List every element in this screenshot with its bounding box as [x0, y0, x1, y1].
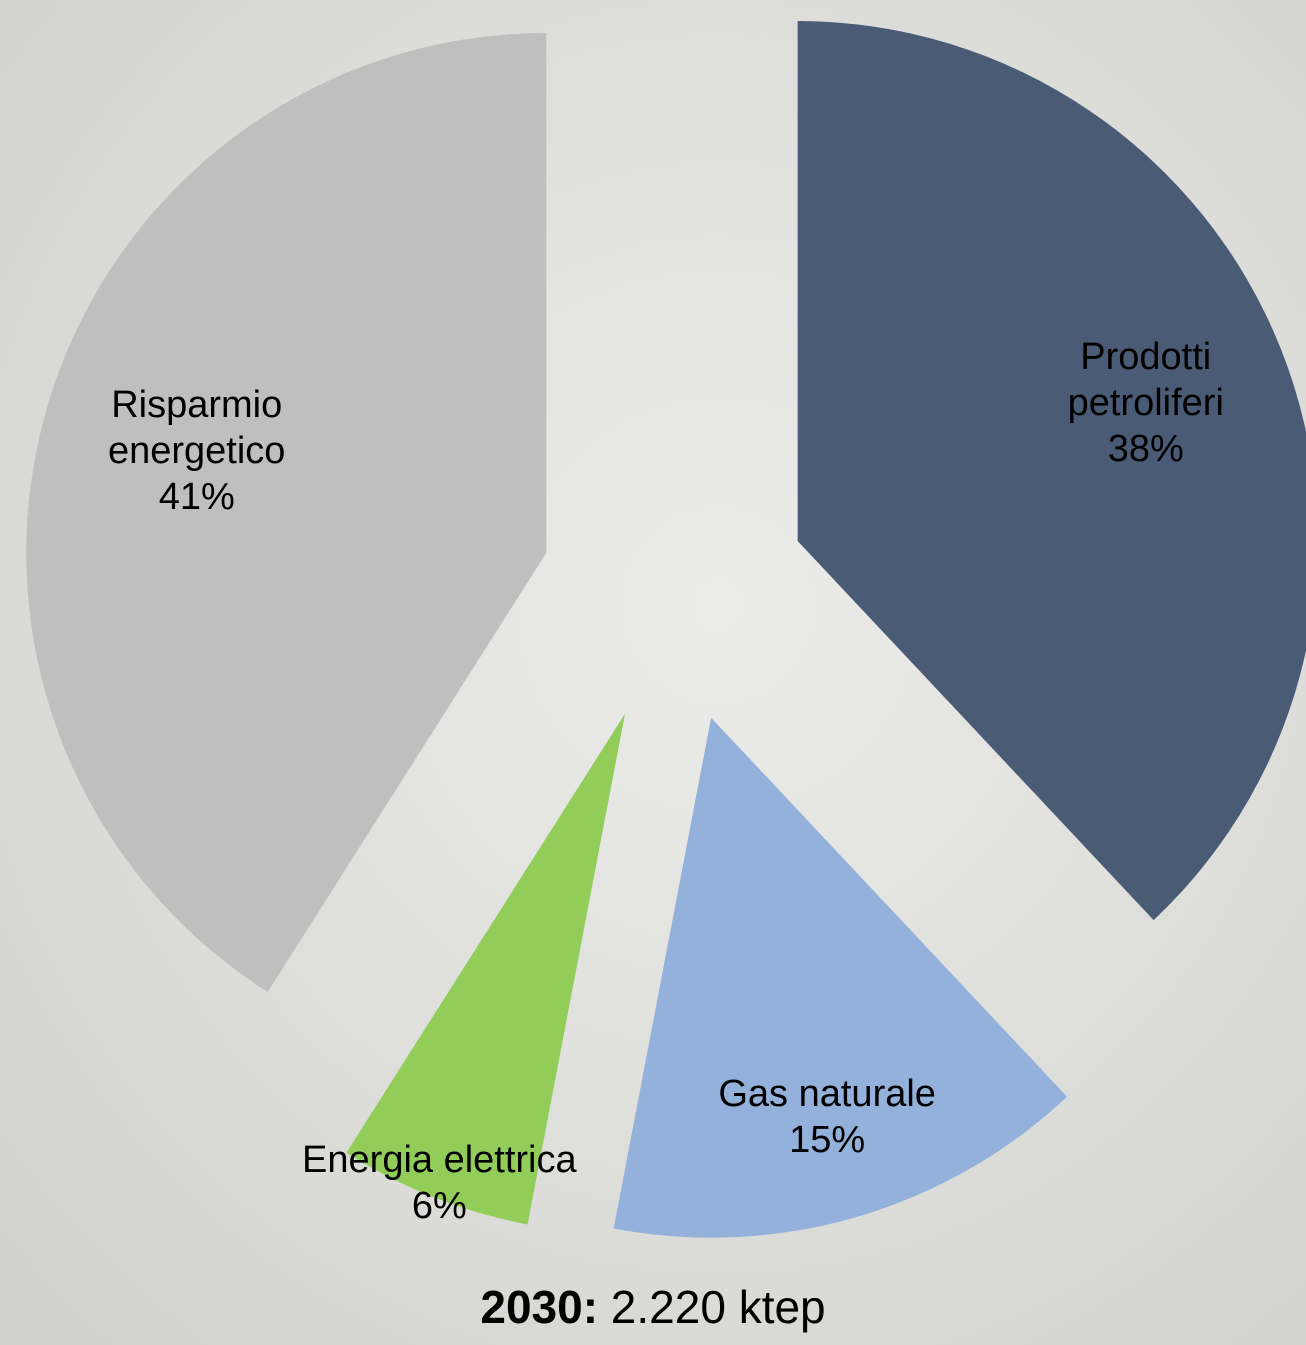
caption-year: 2030:: [480, 1281, 599, 1333]
chart-caption: 2030: 2.220 ktep: [0, 1280, 1306, 1334]
slice-value: 15%: [789, 1119, 866, 1162]
slice-category: Risparmio energetico: [107, 384, 286, 473]
slice-label: Gas naturale 15%: [662, 1071, 992, 1163]
pie-slice: [26, 32, 547, 992]
slice-value: 38%: [1107, 428, 1184, 471]
caption-total: 2.220 ktep: [610, 1281, 826, 1333]
slice-value: 6%: [411, 1184, 467, 1227]
slice-label: Prodotti petroliferi 38%: [1016, 334, 1276, 472]
slice-label: Energia elettrica 6%: [239, 1137, 639, 1229]
slice-category: Prodotti petroliferi: [1067, 336, 1224, 425]
slice-category: Energia elettrica: [302, 1138, 577, 1181]
slice-value: 41%: [158, 476, 235, 519]
pie-slice: [613, 717, 1068, 1238]
slice-category: Gas naturale: [718, 1073, 936, 1116]
pie-slice: [346, 713, 626, 1225]
slice-label: Risparmio energetico 41%: [67, 382, 327, 520]
pie-slice: [797, 21, 1306, 921]
